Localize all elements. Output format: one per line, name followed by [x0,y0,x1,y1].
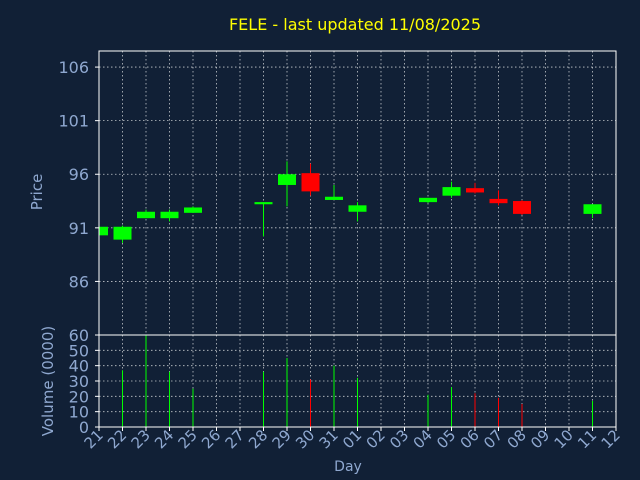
candle-body [113,226,132,240]
candle-body [513,201,531,214]
candle-body [419,197,437,203]
price-y-ticks: 106 101 96 91 86 [58,58,99,291]
volume-y-tick-label: 0 [79,418,89,437]
candle-body [489,198,508,204]
price-y-tick-label: 101 [58,112,89,131]
candle-body [184,207,202,213]
chart-title: FELE - last updated 11/08/2025 [229,15,481,34]
x-axis-label: Day [334,459,362,475]
price-grid [99,51,616,335]
price-candles [98,161,602,243]
x-ticks: 2122232425262728293031010203040506070809… [81,426,624,452]
volume-bars [122,335,593,427]
candle-body [160,211,179,219]
candle-body [466,188,484,193]
candle-body [301,173,320,192]
candle-body [442,187,461,196]
volume-y-tick-label: 10 [69,403,89,422]
candle-body [254,202,273,205]
candle-body [278,174,296,185]
price-y-tick-label: 96 [69,165,89,184]
volume-y-tick-label: 40 [69,357,89,376]
volume-y-tick-label: 60 [69,326,89,345]
candle-body [99,226,108,236]
candle-body [137,211,155,219]
volume-y-tick-label: 30 [69,372,89,391]
volume-axis-label: Volume (0000) [39,326,57,436]
price-axis-label: Price [28,174,46,211]
price-y-tick-label: 86 [69,272,89,291]
candle-body [583,204,602,214]
candle-body [348,205,367,212]
volume-y-tick-label: 50 [69,341,89,360]
price-y-tick-label: 91 [69,219,89,238]
volume-y-tick-label: 20 [69,387,89,406]
price-y-tick-label: 106 [58,58,89,77]
candle-body [325,196,343,200]
